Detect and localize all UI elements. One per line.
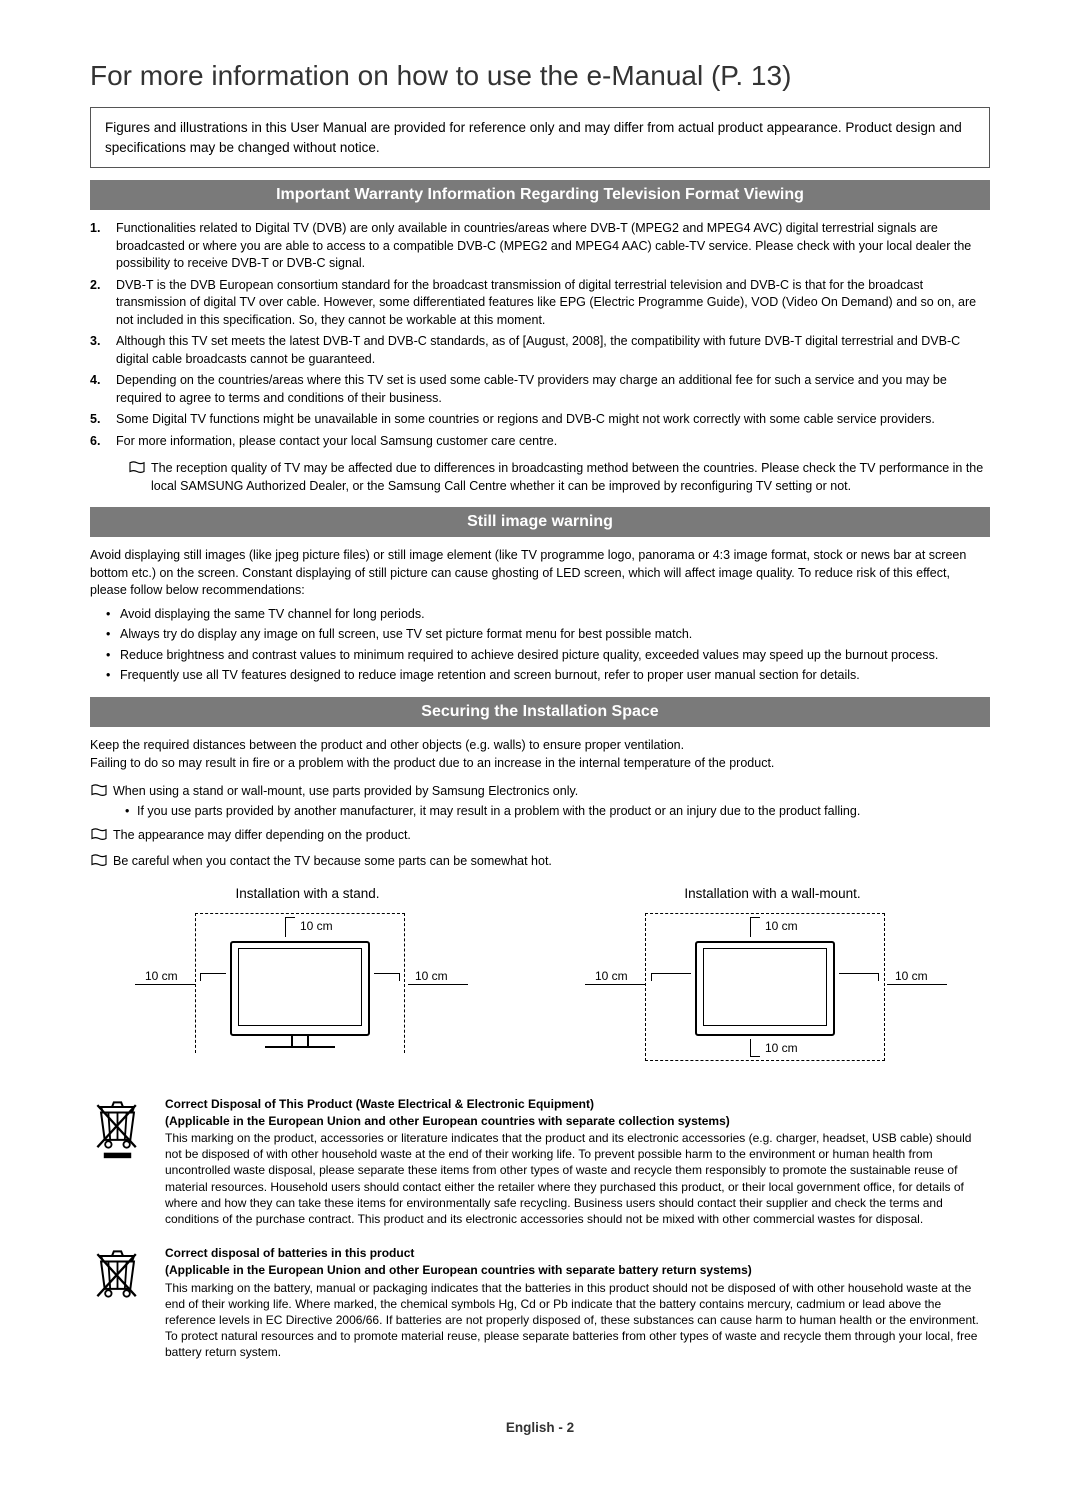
warranty-note: The reception quality of TV may be affec… bbox=[90, 460, 990, 495]
still-image-bullet: Avoid displaying the same TV channel for… bbox=[106, 606, 990, 624]
warranty-item: Some Digital TV functions might be unava… bbox=[90, 411, 990, 429]
install-diagrams: Installation with a stand. 10 cm 10 cm 1… bbox=[90, 886, 990, 1071]
warranty-item: Functionalities related to Digital TV (D… bbox=[90, 220, 990, 273]
install-para2: Failing to do so may result in fire or a… bbox=[90, 755, 990, 773]
weee-icon bbox=[90, 1096, 165, 1163]
note-icon bbox=[128, 461, 146, 481]
warranty-item: Depending on the countries/areas where t… bbox=[90, 372, 990, 407]
still-image-bullet: Frequently use all TV features designed … bbox=[106, 667, 990, 685]
install-wall-col: Installation with a wall-mount. 10 cm 10… bbox=[555, 886, 990, 1071]
disposal1-body: This marking on the product, accessories… bbox=[165, 1130, 990, 1227]
install-note3-text: Be careful when you contact the TV becau… bbox=[113, 853, 552, 871]
dim-label: 10 cm bbox=[145, 969, 178, 983]
disposal1-title: Correct Disposal of This Product (Waste … bbox=[165, 1096, 990, 1112]
dim-label: 10 cm bbox=[765, 1041, 798, 1055]
still-image-para: Avoid displaying still images (like jpeg… bbox=[90, 547, 990, 600]
install-note3: Be careful when you contact the TV becau… bbox=[90, 853, 990, 874]
battery-weee-icon bbox=[90, 1245, 165, 1312]
warranty-item: For more information, please contact you… bbox=[90, 433, 990, 451]
install-note1: When using a stand or wall-mount, use pa… bbox=[90, 783, 990, 821]
section-bar-install: Securing the Installation Space bbox=[90, 697, 990, 727]
warranty-note-text: The reception quality of TV may be affec… bbox=[151, 460, 990, 495]
install-note2: The appearance may differ depending on t… bbox=[90, 827, 990, 848]
disposal1-sub: (Applicable in the European Union and ot… bbox=[165, 1113, 990, 1129]
dim-label: 10 cm bbox=[765, 919, 798, 933]
section-bar-still-image: Still image warning bbox=[90, 507, 990, 537]
warranty-list: Functionalities related to Digital TV (D… bbox=[90, 220, 990, 450]
install-stand-title: Installation with a stand. bbox=[90, 886, 525, 901]
install-wall-diagram: 10 cm 10 cm 10 cm 10 cm bbox=[555, 911, 990, 1071]
disposal2-title: Correct disposal of batteries in this pr… bbox=[165, 1245, 990, 1261]
note-icon bbox=[90, 828, 108, 848]
still-image-bullets: Avoid displaying the same TV channel for… bbox=[90, 606, 990, 685]
page-title: For more information on how to use the e… bbox=[90, 60, 990, 92]
note-icon bbox=[90, 784, 108, 804]
dim-label: 10 cm bbox=[300, 919, 333, 933]
install-stand-col: Installation with a stand. 10 cm 10 cm 1… bbox=[90, 886, 525, 1071]
install-note1-sub: If you use parts provided by another man… bbox=[113, 803, 990, 821]
dim-label: 10 cm bbox=[895, 969, 928, 983]
page-footer: English - 2 bbox=[90, 1420, 990, 1435]
intro-box: Figures and illustrations in this User M… bbox=[90, 107, 990, 168]
warranty-item: DVB-T is the DVB European consortium sta… bbox=[90, 277, 990, 330]
install-stand-diagram: 10 cm 10 cm 10 cm bbox=[90, 911, 525, 1071]
dim-label: 10 cm bbox=[595, 969, 628, 983]
install-note1-text: When using a stand or wall-mount, use pa… bbox=[113, 784, 578, 798]
install-note2-text: The appearance may differ depending on t… bbox=[113, 827, 411, 845]
disposal2-sub: (Applicable in the European Union and ot… bbox=[165, 1262, 990, 1278]
disposal-product: Correct Disposal of This Product (Waste … bbox=[90, 1096, 990, 1228]
section-bar-warranty: Important Warranty Information Regarding… bbox=[90, 180, 990, 210]
dim-label: 10 cm bbox=[415, 969, 448, 983]
warranty-item: Although this TV set meets the latest DV… bbox=[90, 333, 990, 368]
install-wall-title: Installation with a wall-mount. bbox=[555, 886, 990, 901]
note-icon bbox=[90, 854, 108, 874]
disposal-battery: Correct disposal of batteries in this pr… bbox=[90, 1245, 990, 1360]
still-image-bullet: Always try do display any image on full … bbox=[106, 626, 990, 644]
install-para1: Keep the required distances between the … bbox=[90, 737, 990, 755]
still-image-bullet: Reduce brightness and contrast values to… bbox=[106, 647, 990, 665]
disposal2-body: This marking on the battery, manual or p… bbox=[165, 1280, 990, 1361]
